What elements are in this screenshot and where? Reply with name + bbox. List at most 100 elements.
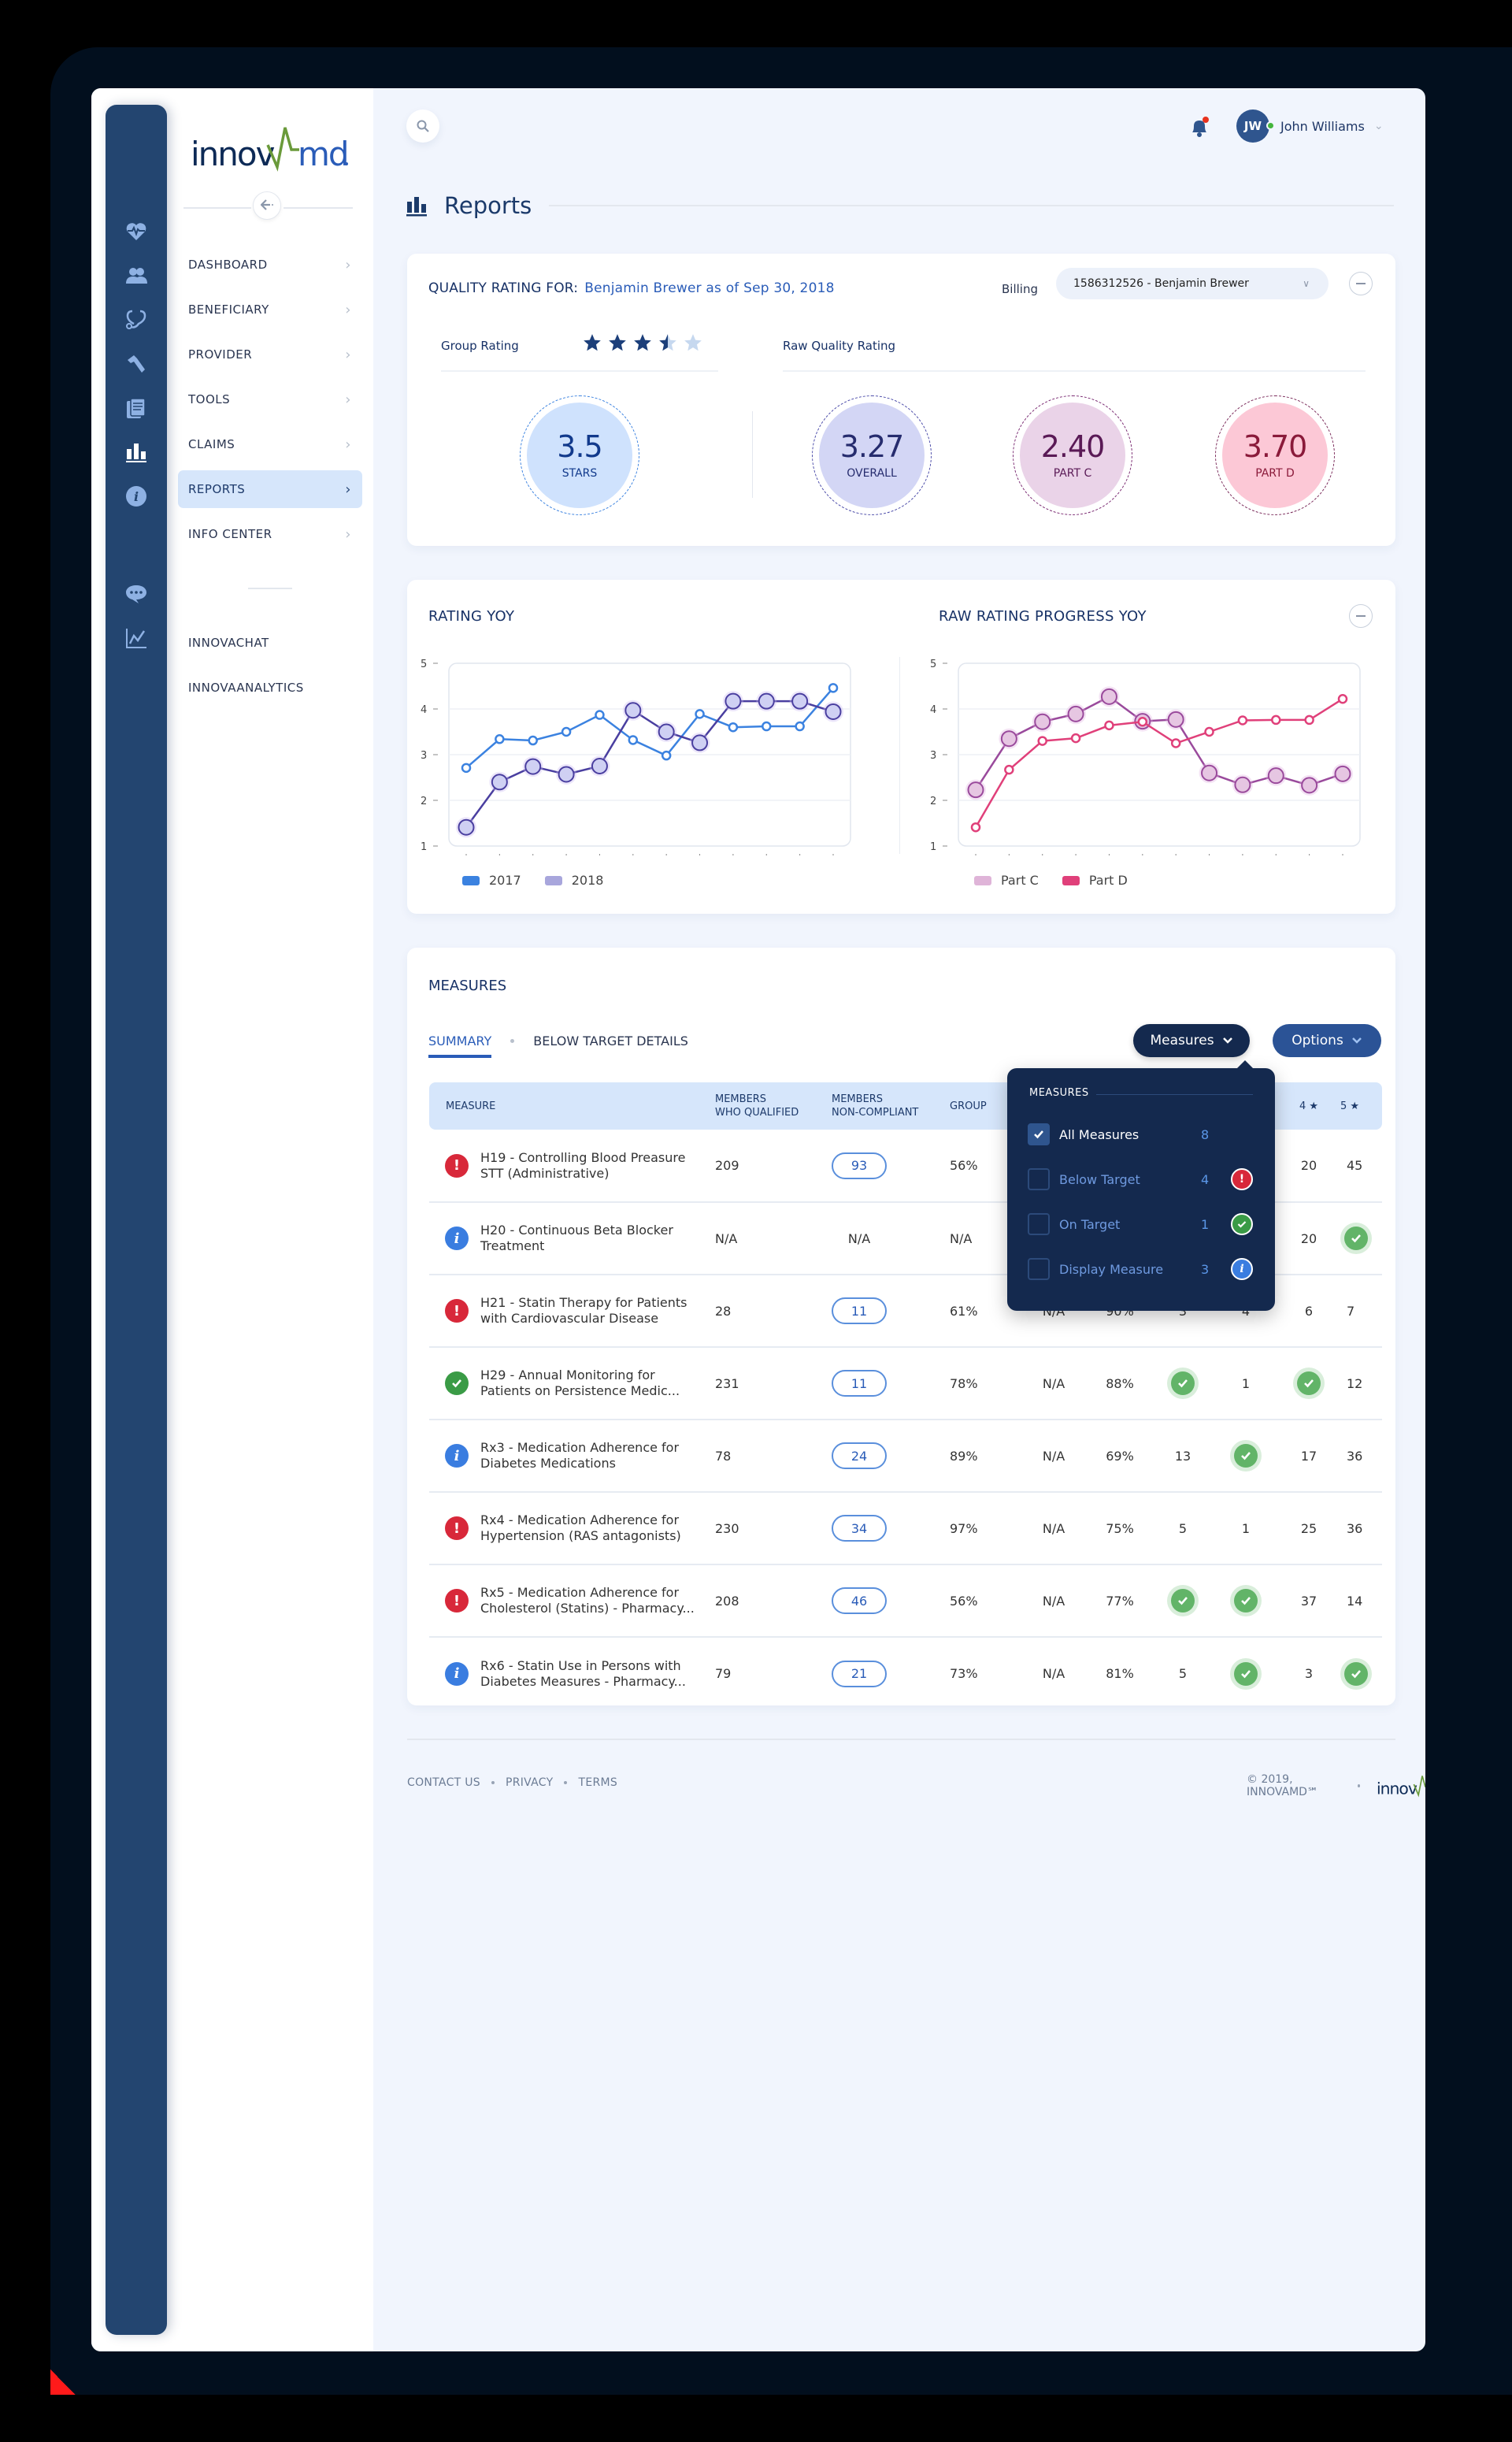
sidebar-item-beneficiary[interactable]: BENEFICIARY › — [178, 291, 362, 328]
quality-subject: Benjamin Brewer as of Sep 30, 2018 — [584, 280, 835, 296]
checkbox[interactable] — [1028, 1258, 1050, 1280]
target-met-icon — [1167, 1585, 1199, 1616]
measures-filter-button[interactable]: Measures — [1133, 1024, 1250, 1057]
cell-measure: i Rx6 - Statin Use in Persons with Diabet… — [429, 1637, 715, 1709]
measures-card: MEASURES SUMMARY BELOW TARGET DETAILS Me… — [407, 948, 1395, 1705]
col-members-qualified[interactable]: MEMBERS WHO QUALIFIED — [715, 1093, 799, 1119]
filter-label: Display Measure — [1059, 1261, 1164, 1277]
col-measure[interactable]: MEASURE — [446, 1100, 496, 1112]
terms-link[interactable]: TERMS — [578, 1776, 618, 1789]
sidebar-item-innovaanalytics[interactable]: INNOVAANALYTICS — [178, 669, 362, 707]
filter-below-target[interactable]: Below Target 4 ! — [1028, 1167, 1256, 1191]
measures-tabs: SUMMARY BELOW TARGET DETAILS — [428, 1034, 688, 1058]
noncompliant-pill[interactable]: 11 — [832, 1297, 887, 1324]
sidebar-item-label: DASHBOARD — [188, 258, 268, 272]
table-row[interactable]: ! Rx4 - Medication Adherence for Hyperten… — [429, 1492, 1382, 1565]
sidebar-item-info-center[interactable]: INFO CENTER › — [178, 515, 362, 553]
noncompliant-pill[interactable]: 11 — [832, 1370, 887, 1397]
checkbox[interactable] — [1028, 1213, 1050, 1235]
divider — [183, 207, 251, 209]
measure-name[interactable]: Rx3 - Medication Adherence for Diabetes … — [480, 1440, 680, 1471]
cell-c10 — [1340, 1202, 1382, 1275]
hammer-icon[interactable] — [124, 352, 148, 376]
measure-name[interactable]: Rx6 - Statin Use in Persons with Diabete… — [480, 1657, 686, 1689]
cell-c8: 1 — [1214, 1492, 1277, 1565]
info-icon: i — [1231, 1258, 1253, 1280]
noncompliant-pill[interactable]: 24 — [832, 1442, 887, 1469]
info-icon: i — [445, 1227, 469, 1250]
table-row[interactable]: H29 - Annual Monitoring for Patients on … — [429, 1347, 1382, 1420]
measure-name[interactable]: H19 - Controlling Blood Preasure STT (Ad… — [480, 1149, 686, 1181]
tab-summary[interactable]: SUMMARY — [428, 1034, 492, 1058]
users-icon[interactable] — [124, 264, 148, 288]
checkbox[interactable] — [1028, 1168, 1050, 1190]
bar-chart-icon[interactable] — [124, 440, 148, 464]
measure-name[interactable]: H21 - Statin Therapy for Patients with C… — [480, 1295, 687, 1326]
noncompliant-pill[interactable]: 93 — [832, 1152, 887, 1179]
filter-all-measures[interactable]: All Measures 8 — [1028, 1123, 1256, 1146]
cell-qualified: 230 — [715, 1492, 832, 1565]
measure-name[interactable]: H29 - Annual Monitoring for Patients on … — [480, 1368, 680, 1398]
cell-c9: 6 — [1277, 1275, 1340, 1348]
table-row[interactable]: ! Rx5 - Medication Adherence for Choleste… — [429, 1564, 1382, 1638]
sidebar-item-tools[interactable]: TOOLS › — [178, 380, 362, 418]
options-button[interactable]: Options — [1273, 1024, 1381, 1057]
overall-ring: 3.27 OVERALL — [812, 395, 932, 515]
star-filled-icon — [609, 334, 626, 351]
contact-us-link[interactable]: CONTACT US — [407, 1776, 480, 1789]
svg-text:3: 3 — [421, 750, 427, 762]
notifications-button[interactable] — [1186, 113, 1213, 140]
table-row[interactable]: i Rx3 - Medication Adherence for Diabetes… — [429, 1420, 1382, 1493]
overall-value: 3.27 — [839, 429, 905, 464]
col-4-star[interactable]: 4 ★ — [1299, 1100, 1319, 1112]
measure-name[interactable]: Rx5 - Medication Adherence for Cholester… — [480, 1585, 695, 1616]
documents-icon[interactable] — [124, 396, 148, 420]
sidebar-item-innovachat[interactable]: INNOVACHAT — [178, 624, 362, 662]
cell-noncompliant: 11 — [832, 1347, 950, 1420]
user-menu[interactable]: JW John Williams ⌄ — [1236, 109, 1384, 143]
sidebar-item-claims[interactable]: CLAIMS › — [178, 425, 362, 463]
chat-icon[interactable] — [124, 582, 148, 606]
noncompliant-pill[interactable]: 34 — [832, 1515, 887, 1542]
sidebar-item-dashboard[interactable]: DASHBOARD › — [178, 246, 362, 284]
filter-on-target[interactable]: On Target 1 — [1028, 1212, 1256, 1236]
noncompliant-pill[interactable]: 21 — [832, 1660, 887, 1687]
svg-text:3: 3 — [930, 750, 936, 762]
cell-noncompliant: 93 — [832, 1130, 950, 1203]
info-icon[interactable]: i — [124, 484, 148, 508]
measure-name[interactable]: Rx4 - Medication Adherence for Hypertens… — [480, 1512, 681, 1543]
table-row[interactable]: i Rx6 - Statin Use in Persons with Diabet… — [429, 1637, 1382, 1709]
cell-c9: 20 — [1277, 1130, 1340, 1203]
tab-below-target-details[interactable]: BELOW TARGET DETAILS — [533, 1034, 688, 1048]
sidebar-item-reports[interactable]: REPORTS › — [178, 470, 362, 508]
cell-c9: 17 — [1277, 1420, 1340, 1493]
line-chart-icon[interactable] — [124, 626, 148, 650]
col-5-star[interactable]: 5 ★ — [1340, 1100, 1360, 1112]
privacy-link[interactable]: PRIVACY — [505, 1776, 554, 1789]
alert-icon: ! — [445, 1589, 469, 1613]
billing-select[interactable]: 1586312526 - Benjamin Brewer ∨ — [1056, 268, 1329, 299]
icon-rail: i — [106, 105, 167, 2335]
collapse-card-button[interactable] — [1349, 604, 1373, 628]
noncompliant-pill[interactable]: 46 — [832, 1587, 887, 1614]
col-group[interactable]: GROUP — [950, 1100, 987, 1112]
col-members-noncompliant[interactable]: MEMBERS NON-COMPLIANT — [832, 1093, 919, 1119]
collapse-card-button[interactable] — [1349, 272, 1373, 295]
cell-c8 — [1214, 1564, 1277, 1638]
part-d-label: PART D — [1255, 467, 1295, 480]
heart-pulse-icon[interactable] — [124, 220, 148, 243]
cell-c5: N/A — [1019, 1564, 1088, 1638]
measure-name[interactable]: H20 - Continuous Beta Blocker Treatment — [480, 1223, 673, 1253]
search-button[interactable] — [406, 109, 439, 143]
sidebar-item-provider[interactable]: PROVIDER › — [178, 336, 362, 373]
stethoscope-icon[interactable] — [124, 308, 148, 332]
checkbox-checked[interactable] — [1028, 1123, 1050, 1145]
alert-icon: ! — [445, 1299, 469, 1323]
page-title: Reports — [406, 192, 1394, 219]
arrow-left-icon — [260, 199, 273, 213]
filter-display-measure[interactable]: Display Measure 3 i — [1028, 1257, 1256, 1281]
alert-icon: ! — [445, 1516, 469, 1540]
collapse-sidebar-button[interactable] — [253, 191, 281, 220]
chevron-right-icon: › — [345, 301, 351, 318]
cell-measure: i H20 - Continuous Beta Blocker Treatment — [429, 1202, 715, 1275]
